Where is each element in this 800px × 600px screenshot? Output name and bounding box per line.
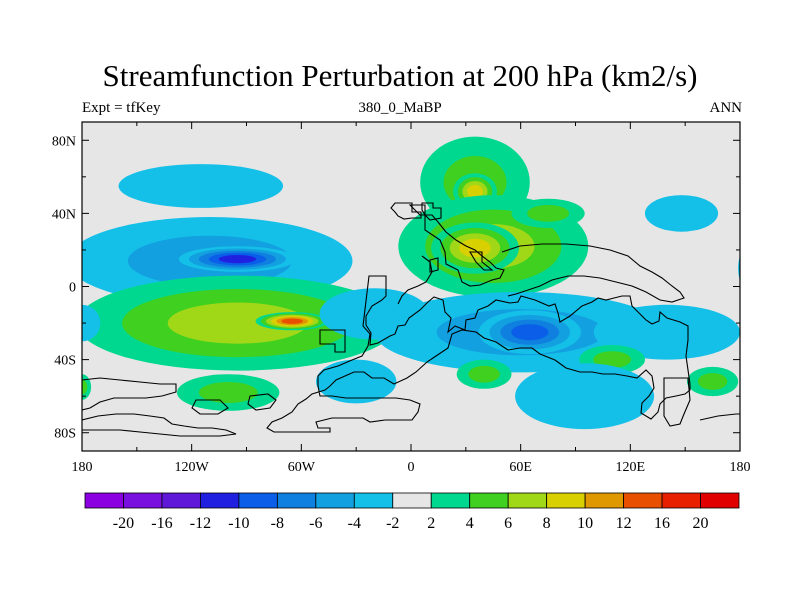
colorbar-label: 12	[616, 515, 632, 532]
colorbar-label: -16	[151, 515, 172, 532]
contour-band	[467, 184, 483, 199]
x-tick-label: 60E	[509, 460, 532, 475]
colorbar-box	[469, 492, 509, 509]
colorbar: -20 -16 -12 -10 -8 -6 -4 -2 2 4 6 8 10 12 16 20	[84, 492, 740, 532]
colorbar-label: -20	[113, 515, 134, 532]
x-tick-label: 0	[408, 460, 415, 475]
contour-fills	[82, 136, 740, 430]
y-axis: 80N 40N 0 40S 80S	[52, 134, 740, 442]
y-tick-label: 80S	[54, 427, 76, 442]
y-tick-label: 40N	[52, 207, 76, 222]
colorbar-label: -4	[348, 515, 361, 532]
colorbar-box	[584, 492, 624, 509]
colorbar-label: -8	[271, 515, 284, 532]
period-label: 380_0_MaBP	[358, 100, 442, 116]
contour-band	[515, 363, 655, 430]
experiment-label: Expt = tfKey	[82, 100, 161, 116]
y-tick-label: 80N	[52, 134, 76, 149]
colorbar-box	[700, 492, 740, 509]
colorbar-box	[276, 492, 317, 509]
coastlines	[82, 202, 740, 437]
contour-band	[459, 238, 491, 258]
colorbar-label: -12	[190, 515, 211, 532]
colorbar-box	[315, 492, 355, 509]
contour-band	[738, 255, 740, 281]
contour-band	[527, 205, 570, 222]
colorbar-label: 2	[427, 515, 435, 532]
x-tick-label: 180	[72, 460, 93, 475]
contour-band	[167, 302, 308, 344]
x-tick-label: 120E	[616, 460, 646, 475]
colorbar-label: 16	[654, 515, 670, 532]
colorbar-label: -6	[309, 515, 322, 532]
colorbar-box	[123, 492, 163, 509]
colorbar-box	[546, 492, 586, 509]
colorbar-box	[353, 492, 394, 509]
contour-band	[82, 379, 88, 395]
colorbar-label: 20	[693, 515, 709, 532]
colorbar-label: 8	[543, 515, 551, 532]
x-tick-label: 120W	[175, 460, 210, 475]
contour-band	[593, 304, 740, 360]
contour-band	[281, 318, 303, 324]
contour-band	[118, 164, 284, 208]
contour-band	[218, 255, 257, 264]
colorbar-box	[430, 492, 471, 509]
colorbar-label: 6	[504, 515, 512, 532]
x-tick-label: 60W	[288, 460, 316, 475]
contour-band	[511, 324, 549, 341]
season-label: ANN	[709, 100, 743, 116]
colorbar-box	[84, 492, 124, 509]
contour-band	[697, 373, 728, 390]
contour-band	[593, 351, 631, 368]
colorbar-label: 10	[577, 515, 593, 532]
colorbar-box	[507, 492, 548, 509]
colorbar-label: -10	[228, 515, 249, 532]
colorbar-box	[238, 492, 278, 509]
contour-band	[468, 365, 500, 383]
colorbar-box	[161, 492, 201, 509]
contour-band	[82, 304, 101, 342]
colorbar-box	[200, 492, 240, 509]
colorbar-label: 4	[466, 515, 474, 532]
colorbar-box	[661, 492, 701, 509]
colorbar-box	[623, 492, 663, 509]
contour-band	[198, 382, 258, 403]
y-tick-label: 40S	[54, 354, 76, 369]
colorbar-label: -2	[386, 515, 399, 532]
contour-band	[644, 195, 719, 232]
contour-band	[316, 359, 397, 404]
x-tick-label: 180	[730, 460, 751, 475]
chart-title: Streamfunction Perturbation at 200 hPa (…	[102, 58, 698, 93]
x-axis: 180 120W 60W 0 60E 120E 180	[72, 122, 751, 475]
y-tick-label: 0	[69, 281, 76, 296]
colorbar-box	[392, 492, 432, 509]
